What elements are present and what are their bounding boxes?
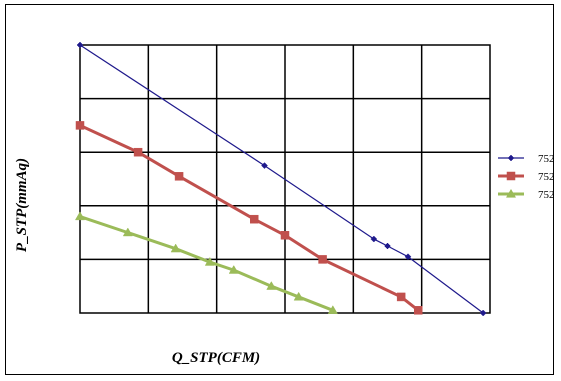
series-3-point	[327, 305, 338, 314]
series-1	[76, 41, 487, 317]
series-1-line	[79, 44, 484, 314]
series-2-point	[75, 121, 85, 130]
series-2-line	[79, 124, 420, 312]
series-3-point	[266, 281, 277, 290]
series-3-point	[293, 291, 304, 301]
legend: 752 752 752	[498, 153, 555, 201]
series-2	[75, 121, 423, 315]
legend-label-1: 752	[538, 153, 555, 165]
x-axis-title: Q_STP(CFM)	[172, 350, 260, 366]
series-2-point	[174, 172, 184, 181]
legend-marker-1	[507, 154, 515, 162]
series-1-point	[370, 235, 378, 243]
series-3	[74, 211, 338, 314]
chart-frame: 752 752 752 Q_STP(CFM) P_STP(mmAq)	[5, 4, 555, 375]
series-3-point	[204, 256, 215, 266]
series-2-point	[414, 306, 423, 315]
legend-marker-2	[506, 171, 516, 181]
series-2-point	[133, 147, 143, 157]
series-1-point	[76, 41, 84, 49]
legend-label-3: 752	[538, 189, 555, 201]
legend-label-2: 752	[538, 171, 555, 183]
series-1-point	[384, 242, 391, 250]
legend-item-1: 752	[498, 153, 555, 165]
series-1-point	[404, 253, 412, 261]
series-3-point	[122, 227, 133, 237]
legend-marker-3	[505, 188, 517, 198]
series-1-point	[261, 162, 268, 169]
series-2-point	[280, 231, 290, 240]
series-3-point	[74, 211, 86, 221]
legend-item-2: 752	[498, 171, 555, 183]
series-1-point	[479, 309, 487, 317]
y-axis-title: P_STP(mmAq)	[14, 158, 30, 252]
legend-item-3: 752	[498, 188, 555, 201]
series-2-point	[318, 255, 327, 264]
chart-svg: 752 752 752 Q_STP(CFM) P_STP(mmAq)	[14, 41, 555, 366]
series-2-point	[396, 292, 406, 302]
series-3-point	[170, 243, 181, 253]
series-layer	[74, 41, 487, 317]
series-2-point	[250, 214, 259, 224]
series-3-point	[228, 265, 239, 274]
series-3-line	[79, 215, 334, 312]
